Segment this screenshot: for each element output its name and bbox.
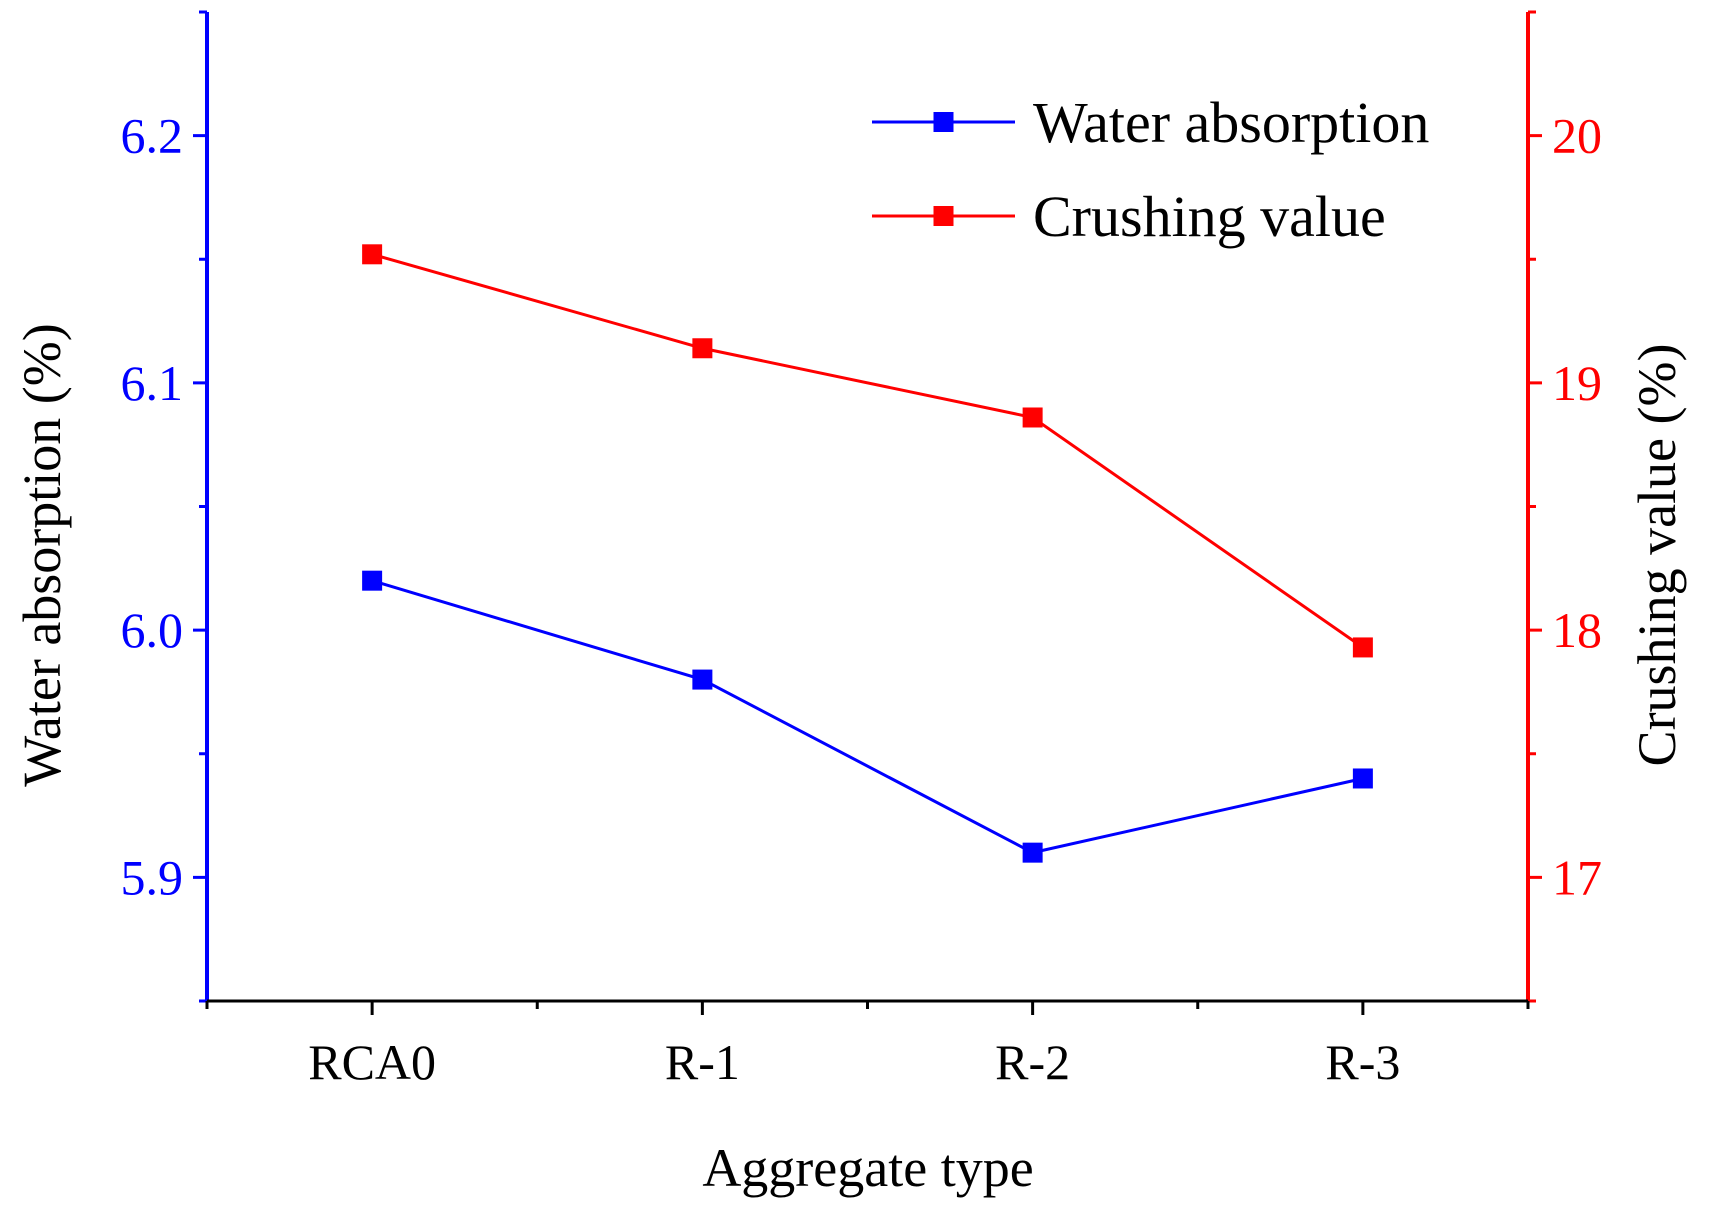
legend-water-absorption-label: Water absorption — [1033, 90, 1429, 155]
series-layer — [362, 244, 1373, 863]
x-axis-title: Aggregate type — [702, 1138, 1033, 1198]
x-tick-label: RCA0 — [308, 1034, 436, 1090]
water-absorption-point — [362, 570, 383, 591]
crushing-value-point — [362, 244, 383, 265]
y-left-tick-label: 6.2 — [121, 108, 184, 164]
crushing-value-point — [1022, 407, 1043, 428]
y-right-tick-label: 20 — [1552, 108, 1602, 164]
water-absorption-point — [1022, 842, 1043, 863]
crushing-value-point — [692, 338, 713, 359]
legend: Water absorption Crushing value — [872, 90, 1429, 249]
y-left-tick-label: 6.1 — [121, 355, 184, 411]
legend-crushing-value-label: Crushing value — [1033, 184, 1386, 249]
legend-water-absorption-marker — [933, 112, 954, 132]
y-right-tick-label: 17 — [1552, 849, 1602, 905]
x-tick-label: R-3 — [1325, 1034, 1400, 1090]
y-right-axis-title: Crushing value (%) — [1627, 344, 1687, 767]
x-tick-label: R-1 — [665, 1034, 740, 1090]
water-absorption-line — [371, 579, 1364, 855]
y-left-tick-label: 6.0 — [121, 602, 184, 658]
axes: 5.9 6.0 6.1 6.2 17 18 19 20 RCA0 R-1 R-2 R-3 — [121, 10, 1602, 1090]
y-left-tick-label: 5.9 — [121, 849, 184, 905]
y-left-axis-title: Water absorption (%) — [12, 323, 72, 786]
crushing-value-point — [1352, 637, 1373, 658]
y-right-tick-label: 18 — [1552, 602, 1602, 658]
y-right-tick-label: 19 — [1552, 355, 1602, 411]
x-tick-label: R-2 — [995, 1034, 1070, 1090]
legend-crushing-value-marker — [933, 206, 954, 226]
crushing-value-line — [371, 252, 1364, 649]
water-absorption-point — [692, 669, 713, 690]
water-absorption-point — [1352, 768, 1373, 789]
